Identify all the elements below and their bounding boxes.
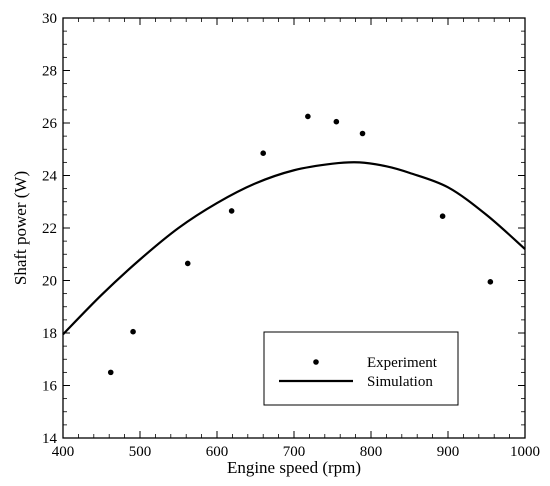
experiment-point bbox=[333, 118, 340, 125]
x-tick-label: 1000 bbox=[510, 444, 540, 460]
y-axis-title: Shaft power (W) bbox=[11, 171, 30, 285]
y-tick-label: 18 bbox=[42, 326, 57, 342]
x-tick-label: 600 bbox=[206, 444, 229, 460]
legend-box bbox=[263, 331, 459, 406]
legend-simulation-label: Simulation bbox=[367, 374, 433, 390]
x-tick-label: 500 bbox=[129, 444, 152, 460]
y-tick-label: 26 bbox=[42, 116, 58, 132]
experiment-series bbox=[107, 113, 494, 376]
x-tick-label: 800 bbox=[360, 444, 383, 460]
x-axis-title: Engine speed (rpm) bbox=[227, 458, 361, 477]
y-tick-label: 16 bbox=[42, 379, 58, 395]
simulation-line bbox=[62, 161, 526, 336]
experiment-point bbox=[130, 328, 136, 335]
x-tick-label: 700 bbox=[283, 444, 306, 460]
legend-experiment-label: Experiment bbox=[367, 355, 438, 371]
x-tick-label: 400 bbox=[52, 444, 75, 460]
experiment-point bbox=[439, 213, 446, 219]
experiment-point bbox=[228, 208, 235, 214]
y-tick-label: 20 bbox=[42, 274, 57, 290]
y-tick-label: 22 bbox=[42, 221, 57, 237]
x-tick-label: 900 bbox=[437, 444, 460, 460]
plot-frame bbox=[62, 17, 526, 439]
experiment-point bbox=[305, 113, 311, 120]
legend: Experiment Simulation bbox=[263, 331, 459, 406]
legend-experiment-marker bbox=[313, 359, 319, 365]
y-tick-label: 24 bbox=[42, 169, 58, 185]
y-tick-label: 28 bbox=[42, 64, 57, 80]
experiment-point bbox=[359, 130, 366, 137]
tick-labels: 400 500 600 700 800 900 1000 14 16 18 20 22 24 26 28 30 bbox=[42, 11, 540, 460]
experiment-point bbox=[184, 260, 191, 267]
simulation-series bbox=[62, 161, 526, 336]
y-tick-label: 30 bbox=[42, 11, 57, 27]
experiment-point bbox=[487, 279, 494, 285]
y-tick-label: 14 bbox=[42, 431, 58, 447]
experiment-point bbox=[107, 369, 114, 376]
experiment-point bbox=[260, 150, 267, 156]
